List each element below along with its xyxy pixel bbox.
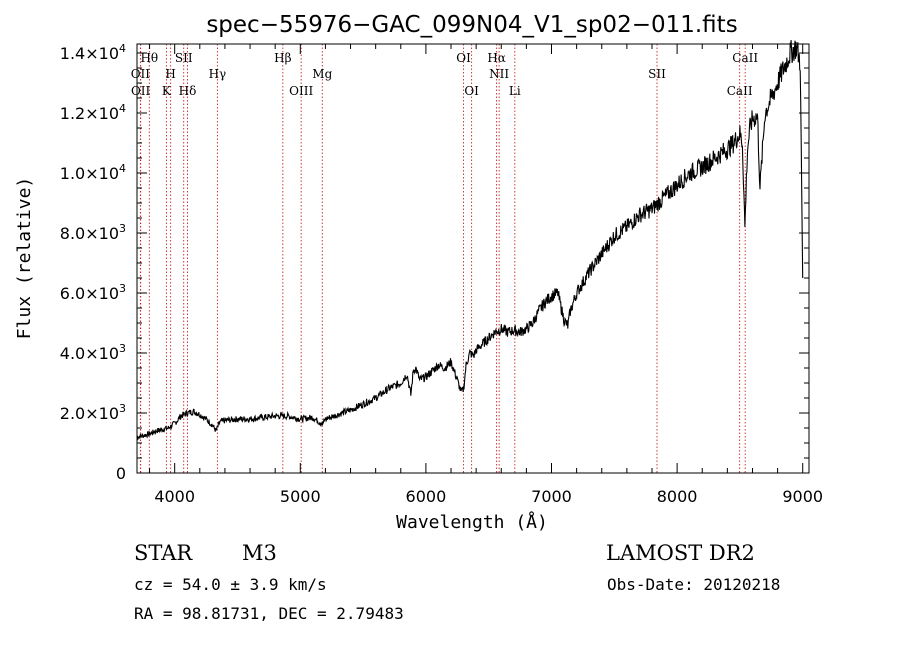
- spectral-line-label: Hδ: [179, 84, 197, 98]
- spectral-line-label: Hα: [487, 51, 506, 65]
- x-tick-label: 8000: [657, 487, 698, 506]
- spectral-line-label: Hβ: [274, 51, 291, 65]
- object-subclass: M3: [242, 541, 277, 565]
- spectral-line-label: OI: [456, 51, 471, 65]
- spectral-line-label: H: [165, 67, 175, 81]
- x-tick-label: 7000: [531, 487, 572, 506]
- spectral-line-label: Mg: [312, 67, 332, 81]
- y-tick-label: 8.0×103: [60, 222, 126, 243]
- spectral-line-label: K: [162, 84, 172, 98]
- y-tick-label: 1.2×104: [60, 102, 126, 123]
- spectral-line-label: CaII: [732, 51, 758, 65]
- spectral-line-label: Hθ: [140, 51, 158, 65]
- y-tick-label: 2.0×103: [60, 402, 126, 423]
- x-tick-label: 4000: [154, 487, 195, 506]
- y-tick-label: 0: [116, 464, 126, 483]
- spectral-line-label: Hγ: [209, 67, 227, 81]
- x-tick-label: 5000: [280, 487, 321, 506]
- y-axis-ticks: 0 2.0×103 4.0×103 6.0×103 8.0×103 1.0×104 1.2×…: [60, 42, 809, 483]
- plot-frame: [136, 43, 810, 474]
- x-axis-ticks: 4000 5000 6000 7000 8000 9000: [149, 44, 823, 506]
- spectrum-line: [136, 40, 804, 441]
- y-axis-label: Flux (relative): [14, 177, 35, 340]
- spectral-line-label: OIII: [289, 84, 313, 98]
- chart-title: spec−55976−GAC_099N04_V1_sp02−011.fits: [206, 12, 737, 38]
- spectral-line-label: SII: [648, 67, 666, 81]
- spectral-line-markers: [139, 44, 746, 473]
- spectral-line-label: Li: [509, 84, 521, 98]
- obs-date: Obs-Date: 20120218: [607, 575, 780, 594]
- spectral-line-label: CaII: [727, 84, 753, 98]
- spectral-line-label: SII: [175, 51, 193, 65]
- y-tick-label: 4.0×103: [60, 342, 126, 363]
- spectral-line-label: OII: [131, 67, 151, 81]
- spectral-line-label: OII: [131, 84, 151, 98]
- y-tick-label: 1.4×104: [60, 42, 126, 63]
- catalog-name: LAMOST DR2: [606, 541, 755, 565]
- y-tick-label: 1.0×104: [60, 162, 126, 183]
- y-tick-label: 6.0×103: [60, 282, 126, 303]
- spectral-line-label: OI: [464, 84, 479, 98]
- x-axis-label: Wavelength (Å): [396, 511, 548, 533]
- coordinates: RA = 98.81731, DEC = 2.79483: [134, 604, 404, 623]
- x-tick-label: 6000: [406, 487, 447, 506]
- spectral-line-label: NII: [489, 67, 509, 81]
- object-class: STAR: [134, 541, 193, 565]
- x-tick-label: 9000: [782, 487, 823, 506]
- redshift-readout: cz = 54.0 ± 3.9 km/s: [134, 575, 327, 594]
